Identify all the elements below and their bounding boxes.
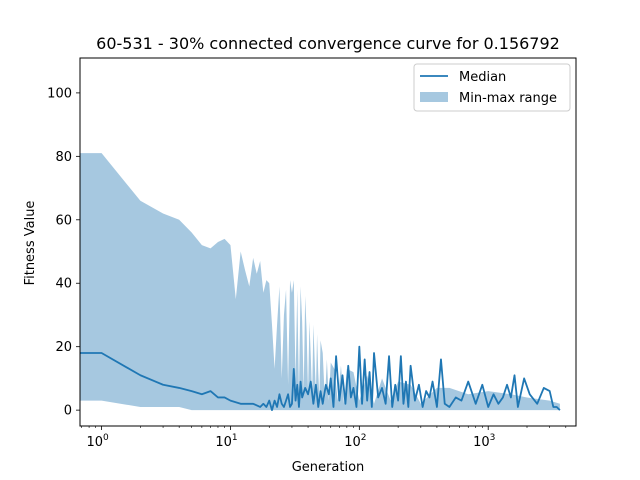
min-max-range-layer [80, 153, 560, 411]
chart-title: 60-531 - 30% connected convergence curve… [96, 34, 560, 53]
median-layer [80, 345, 561, 412]
y-tick-label: 100 [47, 86, 72, 101]
median-line [80, 345, 561, 412]
min-max-range-area [80, 153, 560, 411]
x-axis: 100 101 102 103 [81, 426, 567, 450]
x-axis-title: Generation [292, 460, 365, 475]
x-tick-label: 100 [86, 433, 109, 450]
y-tick-label: 60 [55, 213, 72, 228]
y-tick-label: 0 [64, 404, 72, 419]
y-axis-title: Fitness Value [23, 201, 38, 286]
legend-range-label: Min-max range [459, 91, 557, 106]
y-tick-label: 40 [55, 277, 72, 292]
legend-median-label: Median [459, 70, 506, 85]
y-tick-label: 20 [55, 340, 72, 355]
legend-box [413, 63, 571, 112]
y-axis: 0 20 40 60 80 100 [47, 86, 80, 419]
axes-frame [79, 57, 577, 427]
y-tick-label: 80 [55, 150, 72, 165]
legend-range-swatch [420, 92, 448, 102]
x-tick-label: 101 [215, 433, 237, 450]
x-tick-label: 103 [473, 433, 495, 450]
x-tick-label: 102 [344, 433, 366, 450]
legend: Median Min-max range [413, 63, 571, 112]
